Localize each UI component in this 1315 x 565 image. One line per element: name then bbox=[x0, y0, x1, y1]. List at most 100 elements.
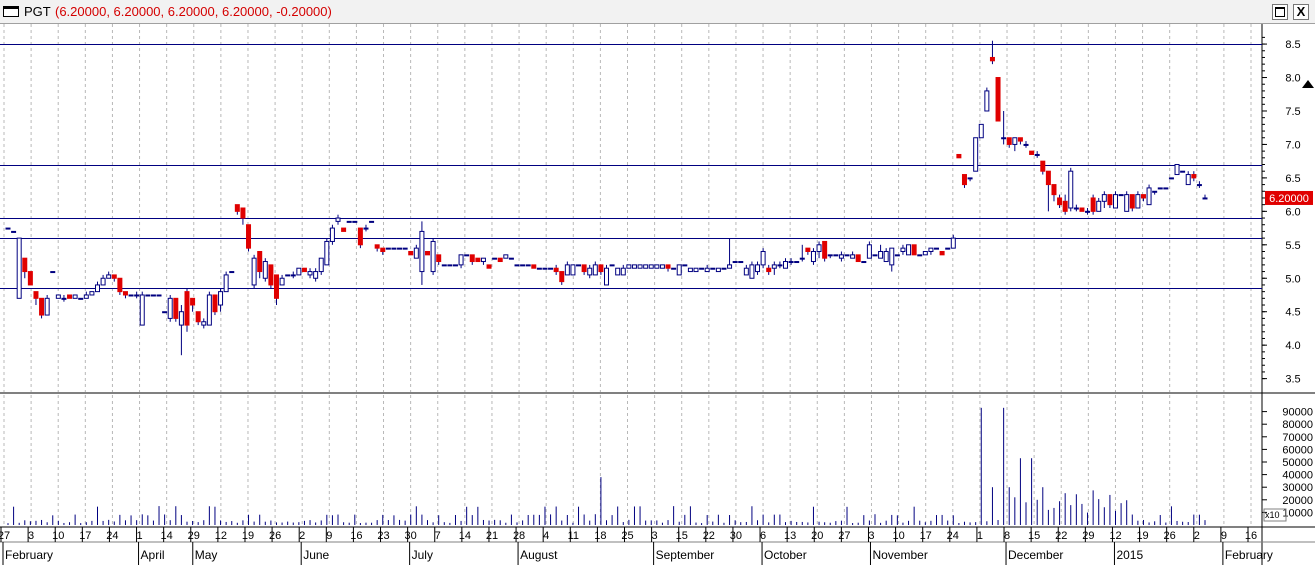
candle[interactable] bbox=[33, 291, 39, 306]
candle[interactable] bbox=[581, 264, 587, 275]
candle[interactable] bbox=[16, 237, 22, 299]
candle[interactable] bbox=[1040, 160, 1046, 175]
candle[interactable] bbox=[855, 254, 861, 263]
candle[interactable] bbox=[755, 261, 761, 275]
candle[interactable] bbox=[492, 257, 498, 260]
candle[interactable] bbox=[1012, 137, 1018, 152]
candle[interactable] bbox=[55, 294, 61, 299]
candle[interactable] bbox=[738, 261, 744, 264]
candle[interactable] bbox=[307, 268, 313, 279]
candle[interactable] bbox=[822, 240, 828, 262]
candle[interactable] bbox=[385, 247, 391, 250]
candle[interactable] bbox=[861, 261, 867, 264]
candle[interactable] bbox=[430, 238, 436, 275]
candle[interactable] bbox=[229, 271, 235, 274]
candle[interactable] bbox=[1118, 194, 1124, 197]
candle[interactable] bbox=[329, 224, 335, 245]
candle[interactable] bbox=[1168, 177, 1174, 180]
candle[interactable] bbox=[44, 294, 50, 316]
candle[interactable] bbox=[604, 264, 609, 286]
candle[interactable] bbox=[576, 264, 582, 267]
candle[interactable] bbox=[1101, 191, 1107, 208]
candle[interactable] bbox=[1146, 184, 1152, 206]
candle[interactable] bbox=[67, 294, 73, 299]
candle[interactable] bbox=[178, 305, 184, 356]
candle[interactable] bbox=[911, 244, 917, 256]
candle[interactable] bbox=[436, 254, 442, 265]
candle[interactable] bbox=[83, 291, 89, 299]
candle[interactable] bbox=[117, 277, 123, 295]
candle[interactable] bbox=[542, 267, 548, 270]
candle[interactable] bbox=[810, 248, 816, 265]
candle[interactable] bbox=[223, 271, 229, 293]
candle[interactable] bbox=[559, 271, 565, 285]
candle[interactable] bbox=[206, 291, 212, 326]
candle[interactable] bbox=[313, 268, 319, 282]
candle[interactable] bbox=[743, 264, 749, 276]
candle[interactable] bbox=[173, 297, 179, 322]
candle[interactable] bbox=[1073, 204, 1079, 212]
candle[interactable] bbox=[78, 297, 84, 300]
candle[interactable] bbox=[564, 261, 570, 276]
candle[interactable] bbox=[134, 291, 140, 299]
candle[interactable] bbox=[704, 264, 710, 273]
candle[interactable] bbox=[50, 271, 56, 274]
candle[interactable] bbox=[771, 261, 777, 275]
candle[interactable] bbox=[72, 294, 78, 299]
candle[interactable] bbox=[1057, 194, 1063, 208]
candle[interactable] bbox=[1068, 167, 1074, 212]
candle[interactable] bbox=[844, 254, 850, 257]
candle[interactable] bbox=[721, 267, 727, 270]
candle[interactable] bbox=[710, 267, 716, 270]
candle[interactable] bbox=[262, 258, 268, 282]
candle[interactable] bbox=[866, 241, 872, 259]
candle[interactable] bbox=[279, 274, 285, 286]
candle[interactable] bbox=[89, 291, 95, 296]
candle[interactable] bbox=[22, 257, 28, 279]
candle[interactable] bbox=[475, 257, 481, 263]
candle[interactable] bbox=[1185, 171, 1191, 186]
candle[interactable] bbox=[464, 254, 470, 257]
candle[interactable] bbox=[906, 244, 912, 256]
candle[interactable] bbox=[480, 257, 486, 265]
candle[interactable] bbox=[682, 264, 688, 267]
candle[interactable] bbox=[950, 234, 956, 249]
candle[interactable] bbox=[961, 174, 967, 188]
candle[interactable] bbox=[61, 294, 67, 302]
candle[interactable] bbox=[1135, 191, 1141, 209]
candle[interactable] bbox=[39, 297, 45, 319]
candle[interactable] bbox=[486, 264, 492, 269]
candle[interactable] bbox=[939, 250, 945, 256]
candle[interactable] bbox=[374, 244, 380, 252]
candle[interactable] bbox=[1062, 194, 1068, 215]
candle[interactable] bbox=[408, 250, 414, 256]
candle[interactable] bbox=[553, 264, 559, 275]
candle[interactable] bbox=[190, 297, 196, 312]
candle[interactable] bbox=[285, 274, 291, 277]
candle[interactable] bbox=[503, 254, 509, 259]
candle[interactable] bbox=[1051, 184, 1057, 202]
candle[interactable] bbox=[727, 238, 733, 269]
candle[interactable] bbox=[380, 247, 386, 255]
stock-chart[interactable]: 27 3 10 17 24 1 14 29 12 19 26 2 9 16 23 30 7 14 21 28 4 11 18… bbox=[0, 24, 1315, 565]
candle[interactable] bbox=[301, 267, 307, 273]
candle[interactable] bbox=[1034, 151, 1040, 158]
candle[interactable] bbox=[989, 40, 995, 65]
candle[interactable] bbox=[162, 311, 168, 314]
candle[interactable] bbox=[150, 294, 156, 297]
candle[interactable] bbox=[1090, 194, 1096, 215]
candle[interactable] bbox=[548, 267, 554, 270]
candle[interactable] bbox=[145, 294, 151, 297]
candle[interactable] bbox=[251, 254, 257, 289]
candle[interactable] bbox=[1140, 194, 1146, 202]
candle[interactable] bbox=[402, 247, 408, 250]
candle[interactable] bbox=[995, 77, 1001, 122]
candle[interactable] bbox=[900, 244, 906, 255]
candle[interactable] bbox=[335, 214, 341, 225]
candle[interactable] bbox=[827, 254, 833, 259]
candle[interactable] bbox=[665, 264, 671, 272]
candle[interactable] bbox=[894, 254, 900, 257]
candle[interactable] bbox=[967, 177, 973, 182]
candle[interactable] bbox=[794, 261, 800, 264]
candle[interactable] bbox=[536, 267, 542, 270]
